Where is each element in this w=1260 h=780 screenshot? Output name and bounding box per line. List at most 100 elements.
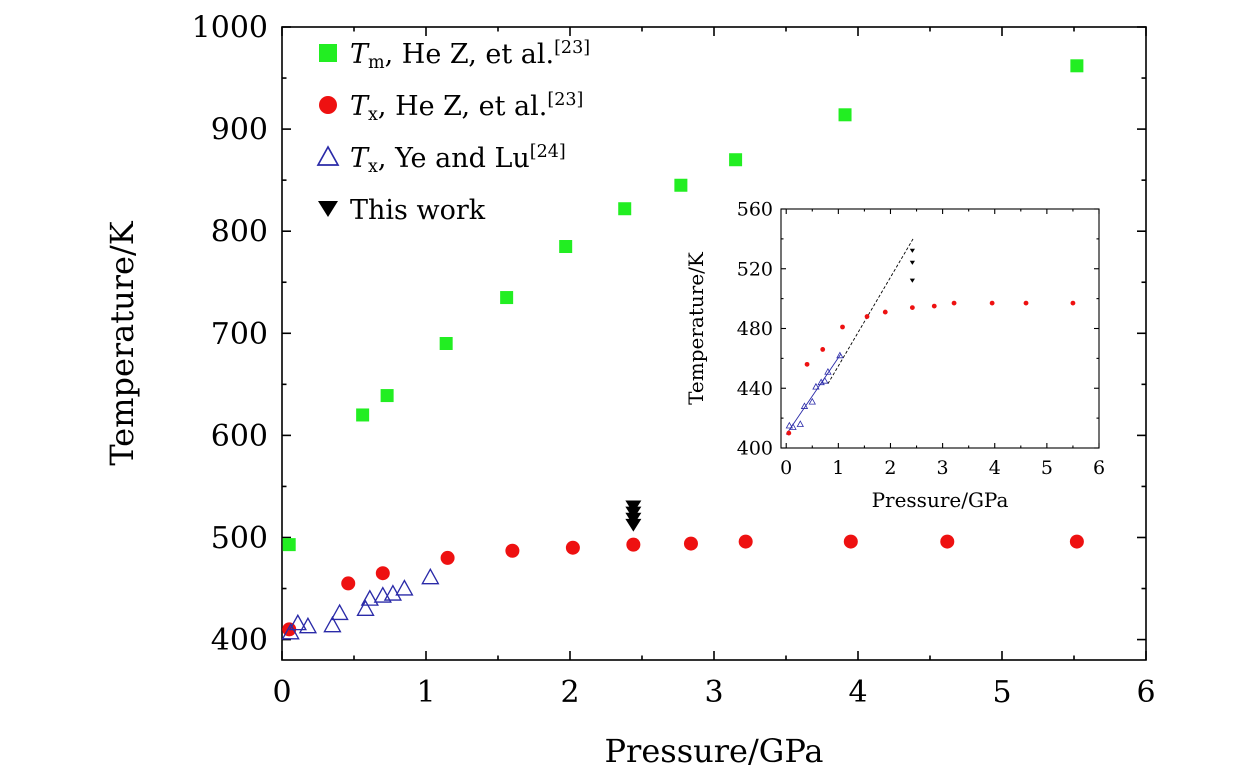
inset-tx-he-point <box>820 347 826 352</box>
legend-symbol: T <box>350 143 370 174</box>
inset-panel: 0 1 2 3 4 5 6 400 440 480 520 560 Pressure/GPa Temper… <box>684 199 1105 512</box>
main-series-tm-he <box>282 59 1084 552</box>
inset-series-tx-ye <box>785 351 844 430</box>
main-tx-ye-point <box>330 603 349 621</box>
inset-y-axis-title: Temperature/K <box>684 251 708 405</box>
main-tx-he-point <box>375 566 390 581</box>
main-tx-ye-point <box>356 599 375 617</box>
inset-this-work-point <box>909 248 915 253</box>
main-y-tick-label: 500 <box>211 521 268 556</box>
main-tx-ye-point <box>395 579 414 596</box>
legend-reference: [24] <box>530 142 566 162</box>
main-tx-he-point <box>626 537 641 552</box>
main-tx-he-point <box>440 550 455 565</box>
inset-x-tick-label: 5 <box>1041 457 1053 479</box>
legend-label-tx-he: Tx, He Z, et al.[23] <box>350 90 583 125</box>
main-tm-he-point <box>838 108 852 122</box>
main-tx-ye-point <box>421 567 440 585</box>
main-x-tick-label: 5 <box>992 675 1011 710</box>
inset-tx-he-point <box>1070 300 1076 306</box>
inset-this-work-point <box>909 278 915 283</box>
inset-tx-he-point <box>1023 300 1029 306</box>
main-x-tick-label: 6 <box>1136 675 1155 710</box>
main-tm-he-point <box>618 202 632 216</box>
main-series-this-work <box>625 500 642 532</box>
legend-marker-this-work <box>318 201 338 217</box>
inset-y-tick-label: 400 <box>737 438 773 460</box>
inset-tx-he-point <box>909 305 915 310</box>
main-tm-he-point <box>500 291 514 305</box>
inset-series-this-work <box>909 248 915 283</box>
main-tx-ye-point <box>323 615 342 633</box>
inset-x-tick-label: 3 <box>937 457 949 479</box>
legend-marker-tm-he <box>319 44 337 62</box>
main-tx-he-point <box>738 534 753 549</box>
inset-y-tick-label: 480 <box>737 318 773 340</box>
main-tx-ye-point <box>281 623 300 640</box>
legend-text: , He Z, et al. <box>378 91 547 122</box>
legend-label-this-work: This work <box>350 195 486 226</box>
inset-this-work-point <box>909 260 915 265</box>
main-series-tx-he <box>282 534 1084 637</box>
main-tx-he-point <box>843 534 858 549</box>
legend-reference: [23] <box>554 38 590 58</box>
inset-tx-he-point <box>951 300 957 306</box>
legend-subscript: m <box>368 53 385 73</box>
main-x-axis-title: Pressure/GPa <box>605 732 824 770</box>
legend-subscript: x <box>368 157 378 177</box>
inset-x-tick-label: 1 <box>832 457 844 479</box>
legend-text: , Ye and Lu <box>378 143 530 174</box>
inset-tx-ye-point <box>836 351 844 359</box>
inset-tx-he-point <box>989 300 995 306</box>
main-y-tick-label: 900 <box>211 113 268 148</box>
main-y-tick-label: 1000 <box>192 11 268 46</box>
legend-marker-tx-he <box>319 96 337 114</box>
inset-tx-ye-point <box>824 367 832 375</box>
legend-marker-tx-ye <box>316 145 340 166</box>
inset-tx-ye-point <box>785 421 794 429</box>
inset-tx-he-point <box>786 430 792 436</box>
main-y-axis-title: Temperature/K <box>103 220 141 465</box>
legend-text: This work <box>350 195 486 226</box>
main-y-tick-label: 400 <box>211 623 268 658</box>
inset-plot-frame <box>780 208 1100 449</box>
inset-tx-ye-point <box>808 397 816 405</box>
main-x-tick-label: 3 <box>704 675 723 710</box>
legend-symbol: T <box>350 91 370 122</box>
main-tm-he-point <box>380 389 394 403</box>
inset-y-tick-label: 440 <box>737 378 773 400</box>
main-tx-ye-point <box>373 586 392 603</box>
main-tm-he-point <box>356 408 370 422</box>
main-tx-ye-point <box>360 589 379 606</box>
inset-x-tick-label: 6 <box>1093 457 1105 479</box>
inset-x-tick-label: 0 <box>780 457 792 479</box>
inset-tx-ye-point <box>800 402 809 409</box>
main-tm-he-point <box>674 178 688 192</box>
main-tm-he-point <box>729 153 743 167</box>
main-tx-ye-point <box>298 616 318 634</box>
main-x-tick-label: 1 <box>416 675 435 710</box>
inset-tx-ye-point <box>789 423 797 430</box>
inset-x-axis-title: Pressure/GPa <box>872 488 1009 512</box>
legend-subscript: x <box>368 105 378 125</box>
inset-tx-he-point <box>840 324 845 330</box>
main-x-tick-label: 0 <box>272 675 291 710</box>
inset-x-tick-label: 2 <box>884 457 896 479</box>
main-tx-ye-point <box>288 613 307 631</box>
main-x-tick-label: 2 <box>560 675 579 710</box>
main-y-tick-label: 800 <box>211 215 268 250</box>
main-tx-he-point <box>940 534 955 549</box>
main-tx-he-point <box>683 536 698 551</box>
inset-tx-he-point <box>864 314 870 319</box>
legend-label-tm-he: Tm, He Z, et al.[23] <box>350 38 590 73</box>
inset-tx-ye-point <box>812 382 820 390</box>
inset-series-tx-he <box>786 300 1076 436</box>
main-tx-he-point <box>565 540 580 555</box>
inset-y-tick-label: 560 <box>737 199 773 221</box>
inset-tx-he-point <box>882 309 888 315</box>
main-series-tx-ye <box>281 567 440 640</box>
inset-tx-ye-point <box>821 376 829 384</box>
main-tx-he-point <box>341 576 356 591</box>
legend-symbol: T <box>350 39 370 70</box>
